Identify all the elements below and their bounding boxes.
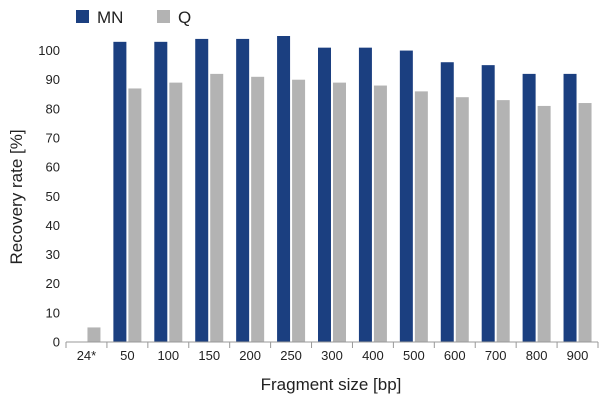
bar-q-24 xyxy=(87,327,101,342)
legend: MN Q xyxy=(76,8,191,27)
bar-q-400 xyxy=(373,85,387,343)
bar-mn-600 xyxy=(440,62,454,342)
x-tick-label: 250 xyxy=(280,348,302,363)
x-tick-label: 150 xyxy=(198,348,220,363)
y-tick-label: 90 xyxy=(46,72,60,87)
bar-q-200 xyxy=(251,76,265,343)
y-tick-label: 0 xyxy=(53,335,60,350)
y-tick-label: 40 xyxy=(46,218,60,233)
bar-mn-800 xyxy=(522,73,536,342)
bar-mn-200 xyxy=(236,38,250,343)
bar-mn-250 xyxy=(277,36,291,342)
bar-mn-100 xyxy=(154,41,168,342)
legend-label-mn: MN xyxy=(97,8,123,27)
bar-mn-300 xyxy=(318,47,331,343)
legend-swatch-mn xyxy=(76,10,89,23)
x-tick-label: 400 xyxy=(362,348,384,363)
y-tick-label: 70 xyxy=(46,131,60,146)
bar-q-100 xyxy=(169,82,183,342)
x-tick-label: 500 xyxy=(403,348,425,363)
y-tick-label: 80 xyxy=(46,101,60,116)
x-axis-title: Fragment size [bp] xyxy=(261,375,402,394)
x-tick-label: 24* xyxy=(77,348,97,363)
y-tick-label: 100 xyxy=(38,43,60,58)
legend-label-q: Q xyxy=(178,8,191,27)
x-tick-label: 800 xyxy=(526,348,548,363)
y-tick-label: 30 xyxy=(46,247,60,262)
y-tick-label: 60 xyxy=(46,160,60,175)
bar-q-700 xyxy=(496,100,510,342)
y-tick-label: 10 xyxy=(46,305,60,320)
x-tick-label: 50 xyxy=(120,348,134,363)
bar-q-250 xyxy=(292,79,306,342)
bars xyxy=(87,36,592,343)
bar-q-600 xyxy=(455,97,469,342)
legend-swatch-q xyxy=(157,10,170,23)
x-tick-label: 200 xyxy=(239,348,261,363)
y-tick-label: 50 xyxy=(46,189,60,204)
y-tick-label: 20 xyxy=(46,276,60,291)
x-axis-ticks: 24* 50 100 150 200 250 300 400 500 600 700 800 900 xyxy=(65,342,599,363)
bar-q-150 xyxy=(210,73,224,342)
bar-q-300 xyxy=(333,82,346,342)
bar-mn-700 xyxy=(481,65,495,343)
x-tick-label: 300 xyxy=(321,348,343,363)
bar-mn-50 xyxy=(113,41,127,342)
x-tick-label: 100 xyxy=(157,348,179,363)
bar-mn-400 xyxy=(358,47,372,343)
bar-q-50 xyxy=(128,88,142,342)
bar-q-900 xyxy=(578,103,592,343)
bar-q-800 xyxy=(537,105,551,342)
x-tick-label: 600 xyxy=(444,348,466,363)
y-axis-ticks: 0 10 20 30 40 50 60 70 80 90 100 xyxy=(38,43,60,349)
x-tick-label: 700 xyxy=(485,348,507,363)
bar-mn-500 xyxy=(399,50,413,342)
bar-q-500 xyxy=(414,91,428,342)
bar-mn-150 xyxy=(195,38,209,343)
y-axis-title: Recovery rate [%] xyxy=(7,129,26,264)
x-tick-label: 900 xyxy=(567,348,589,363)
bar-mn-900 xyxy=(563,73,577,342)
